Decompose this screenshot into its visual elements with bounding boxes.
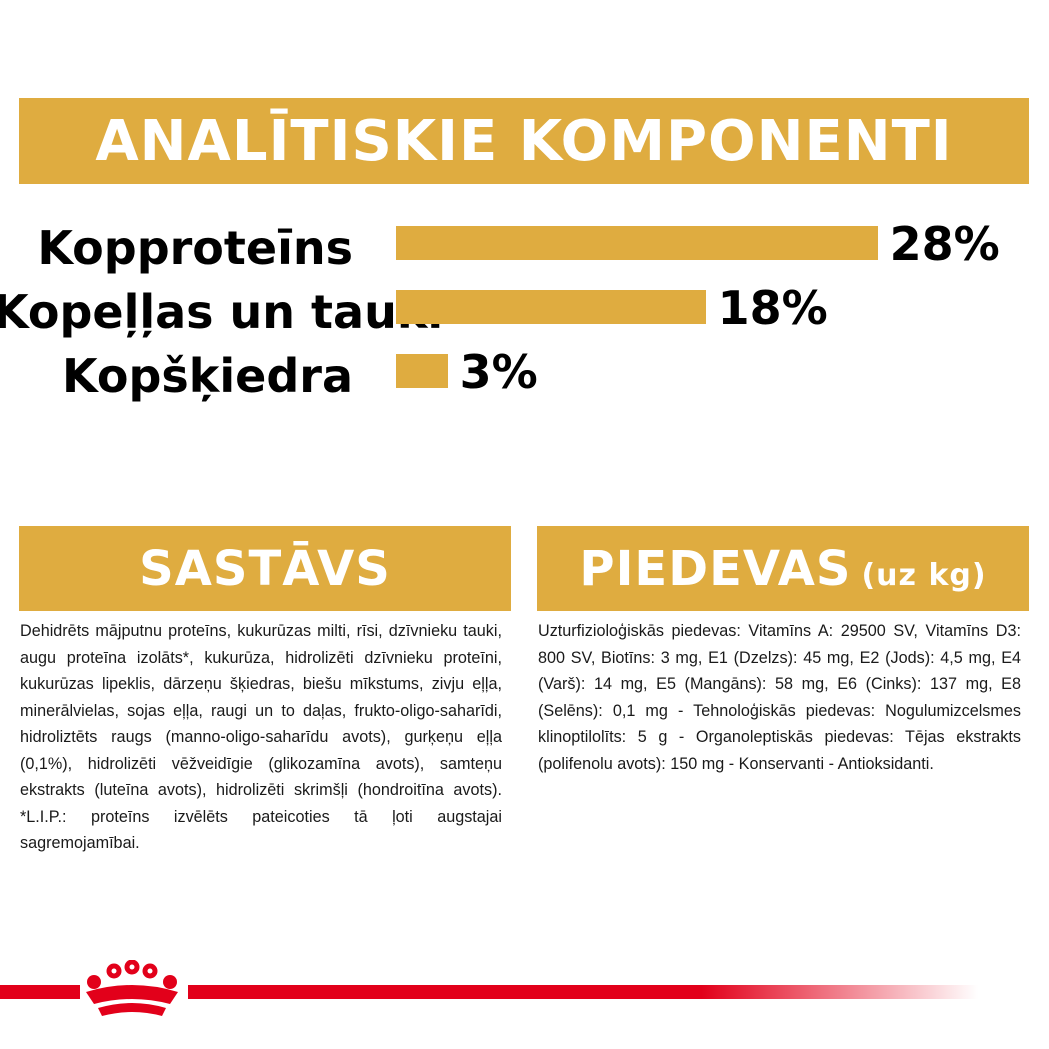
- composition-title: SASTĀVS: [139, 540, 391, 597]
- metric-bar: [396, 354, 448, 388]
- additives-text: Uzturfizioloģiskās piedevas: Vitamīns A:…: [538, 622, 1021, 773]
- brand-line-right: [188, 985, 978, 999]
- metric-value: 3%: [459, 345, 538, 399]
- metric-value: 28%: [889, 217, 1000, 271]
- additives-title: PIEDEVAS: [579, 540, 852, 597]
- composition-title-banner: SASTĀVS: [19, 526, 511, 611]
- metric-label: Kopproteīns: [37, 221, 353, 275]
- brand-line-left: [0, 985, 80, 999]
- metric-label: Kopeļļas un tauki: [0, 285, 444, 339]
- additives-title-banner: PIEDEVAS (uz kg): [537, 526, 1029, 611]
- metric-label: Kopšķiedra: [62, 349, 353, 403]
- metric-value: 18%: [717, 281, 828, 335]
- additives-unit: (uz kg): [861, 558, 987, 593]
- royal-canin-crown-icon: [86, 960, 178, 1016]
- analytics-title: ANALĪTISKIE KOMPONENTI: [95, 108, 953, 174]
- metric-bar: [396, 290, 706, 324]
- analytics-title-banner: ANALĪTISKIE KOMPONENTI: [19, 98, 1029, 184]
- composition-text: Dehidrēts mājputnu proteīns, kukurūzas m…: [20, 622, 502, 852]
- metric-bar: [396, 226, 878, 260]
